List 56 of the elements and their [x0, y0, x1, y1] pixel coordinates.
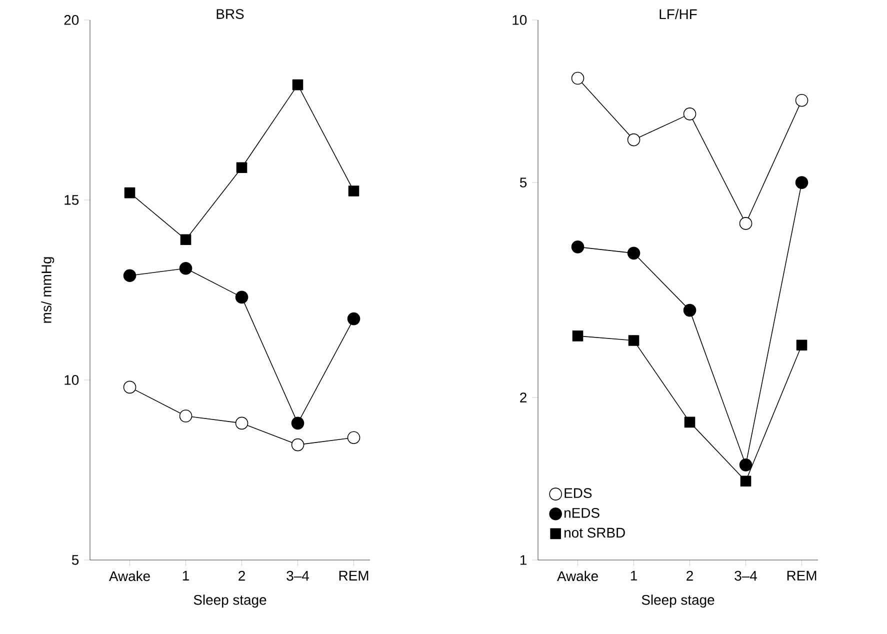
point: [795, 94, 808, 107]
x-tick-label: 3–4: [286, 570, 309, 581]
x-tick-label: 1: [630, 570, 637, 580]
legend-label: EDS: [564, 488, 592, 498]
x-tick-label: 2: [686, 570, 693, 581]
x-tick-label: 2: [238, 570, 245, 581]
point: [796, 340, 808, 351]
point: [627, 246, 640, 260]
point: [683, 304, 696, 317]
legend-label: nEDS: [564, 508, 600, 518]
point: [628, 335, 640, 346]
chart-title: BRS: [216, 9, 244, 19]
x-tick-label: REM: [787, 570, 816, 580]
point: [179, 262, 192, 275]
point: [236, 162, 248, 173]
point: [347, 312, 360, 326]
x-tick-label: 1: [182, 570, 189, 580]
point: [235, 290, 248, 304]
point: [235, 416, 248, 430]
x-axis-title: Sleep stage: [642, 594, 714, 608]
point: [739, 217, 752, 230]
point: [180, 234, 192, 245]
y-tick-label: 1: [520, 555, 526, 565]
point: [179, 410, 192, 422]
x-axis-title: Sleep stage: [194, 594, 266, 608]
point: [627, 133, 640, 146]
y-tick-label: 15: [64, 195, 79, 205]
point: [291, 416, 304, 430]
x-tick-label: REM: [339, 570, 368, 580]
point: [291, 438, 304, 452]
point: [124, 187, 136, 198]
y-tick-label: 5: [520, 178, 527, 188]
point: [795, 176, 808, 189]
point: [572, 330, 584, 342]
point: [571, 240, 584, 254]
point: [683, 108, 696, 120]
point: [571, 72, 584, 85]
point: [123, 380, 136, 394]
point: [347, 431, 360, 444]
y-tick-label: 2: [520, 392, 526, 402]
x-tick-label: 3–4: [734, 570, 757, 581]
legend-label: not SRBD: [564, 528, 625, 538]
y-tick-label: 5: [72, 555, 79, 565]
x-tick-label: Awake: [556, 570, 598, 582]
point: [684, 416, 696, 428]
y-tick-label: 20: [64, 15, 79, 25]
point: [348, 186, 360, 196]
chart-title: LF/HF: [660, 8, 697, 20]
point: [292, 79, 304, 90]
y-tick-label: 10: [64, 375, 79, 385]
point: [739, 458, 752, 472]
point: [740, 476, 752, 486]
point: [123, 269, 136, 282]
y-tick-label: 10: [512, 15, 527, 25]
y-axis-title: ms/ mmHg: [41, 257, 54, 323]
x-tick-label: Awake: [108, 570, 150, 582]
